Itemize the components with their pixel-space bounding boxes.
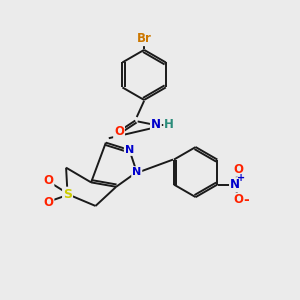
Text: O: O: [233, 194, 243, 206]
Text: Br: Br: [137, 32, 152, 45]
Text: H: H: [164, 118, 174, 131]
Text: N: N: [230, 178, 240, 191]
Text: S: S: [63, 188, 72, 201]
Text: O: O: [114, 125, 124, 138]
Text: -: -: [243, 193, 249, 207]
Text: +: +: [237, 173, 245, 183]
Text: N: N: [151, 118, 161, 131]
Text: O: O: [233, 163, 243, 176]
Text: N: N: [132, 167, 141, 177]
Text: O: O: [44, 174, 53, 188]
Text: O: O: [44, 196, 53, 209]
Text: N: N: [125, 145, 134, 155]
